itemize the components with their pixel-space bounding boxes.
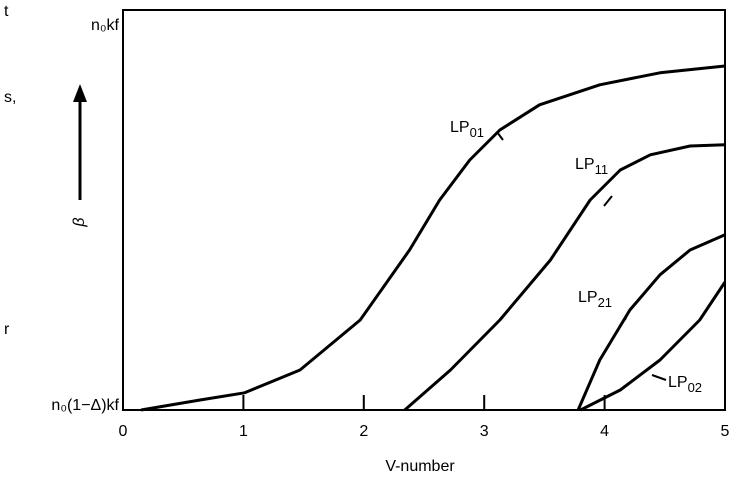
label-main: LP (578, 289, 598, 306)
curve-label: LP01 (450, 119, 484, 140)
y-axis-label: β (71, 217, 88, 227)
clipped-text: t (4, 3, 9, 20)
mode-curve (576, 233, 726, 411)
plot-frame (122, 9, 726, 411)
x-tick-label: 5 (721, 423, 730, 440)
label-main: LP (450, 119, 470, 136)
curve-label: LP11 (575, 156, 608, 177)
leader-line (603, 195, 613, 207)
x-tick-label: 4 (600, 423, 609, 440)
clipped-text: s, (4, 89, 16, 106)
label-sub: 02 (688, 380, 702, 395)
clipped-text: r (4, 321, 10, 338)
mode-curve (579, 281, 727, 412)
leader-line (619, 317, 627, 327)
label-sub: 01 (470, 125, 484, 140)
x-axis-label: V-number (385, 458, 455, 475)
x-tick-label: 1 (239, 423, 248, 440)
mode-curve (403, 143, 726, 412)
x-tick-label: 3 (480, 423, 489, 440)
label-sub: 21 (598, 295, 612, 310)
label-main: LP (668, 374, 688, 391)
label-sub: 11 (595, 162, 609, 177)
y-tick-label: n₀kf (91, 17, 120, 34)
y-tick-label: n₀(1−Δ)kf (51, 397, 119, 414)
curve-label: LP02 (668, 374, 702, 395)
x-tick-label: 0 (119, 423, 128, 440)
leader-line (651, 374, 667, 381)
arrow-head (73, 84, 87, 102)
curve-label: LP21 (578, 289, 612, 310)
leader-line (496, 131, 504, 141)
mode-curve (140, 64, 726, 412)
x-tick-label: 2 (359, 423, 368, 440)
label-main: LP (575, 156, 595, 173)
